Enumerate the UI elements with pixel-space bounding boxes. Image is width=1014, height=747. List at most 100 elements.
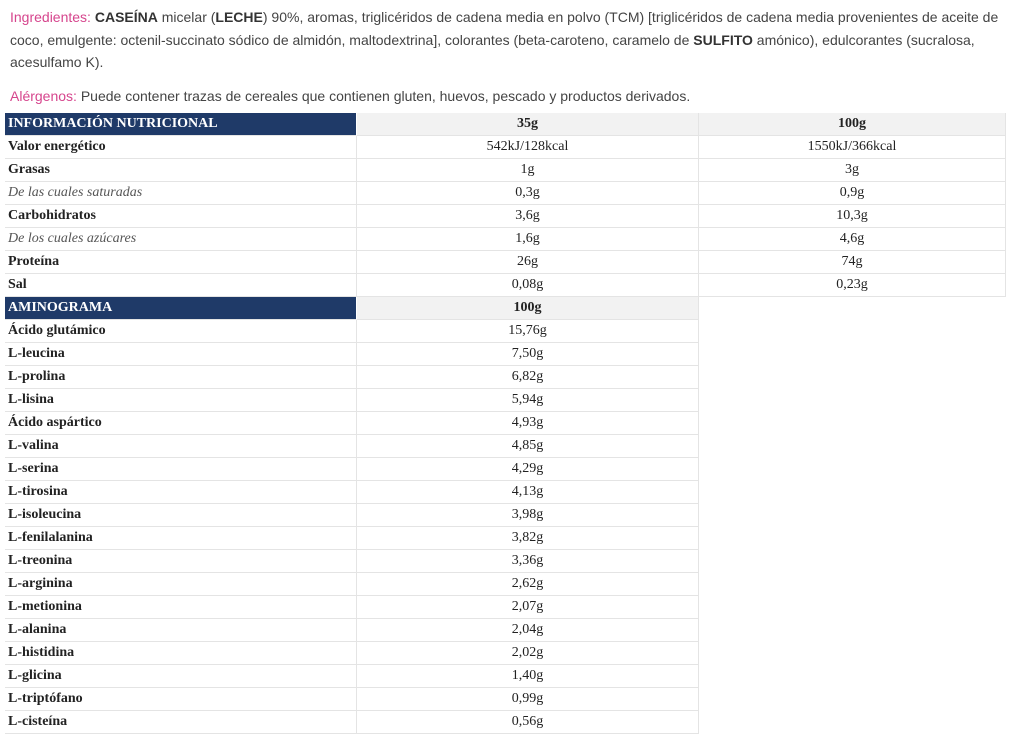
amino-acid-name: L-histidina: [5, 642, 357, 665]
nutrient-value-100g: 3g: [699, 159, 1006, 182]
amino-acid-value-100g: 2,04g: [357, 619, 699, 642]
empty-cell: [699, 527, 1006, 550]
empty-cell: [699, 573, 1006, 596]
aminogram-row: L-metionina 2,07g: [5, 596, 1006, 619]
ingredient-text-segment: amónico), edulcorantes (sucralosa, acesu…: [10, 31, 975, 71]
nutrition-row: Proteína 26g 74g: [5, 251, 1006, 274]
empty-cell: [699, 458, 1006, 481]
allergens-label: Alérgenos:: [10, 88, 77, 104]
amino-acid-value-100g: 4,29g: [357, 458, 699, 481]
amino-acid-value-100g: 2,62g: [357, 573, 699, 596]
amino-acid-name: L-tirosina: [5, 481, 357, 504]
amino-acid-value-100g: 2,07g: [357, 596, 699, 619]
ingredient-highlight: LECHE: [215, 9, 263, 25]
nutrient-value-100g: 10,3g: [699, 205, 1006, 228]
nutrient-value-100g: 0,9g: [699, 182, 1006, 205]
aminogram-row: L-lisina 5,94g: [5, 389, 1006, 412]
amino-acid-name: L-leucina: [5, 343, 357, 366]
aminogram-row: L-tirosina 4,13g: [5, 481, 1006, 504]
aminogram-row: Ácido aspártico 4,93g: [5, 412, 1006, 435]
aminogram-row: L-prolina 6,82g: [5, 366, 1006, 389]
aminogram-row: L-fenilalanina 3,82g: [5, 527, 1006, 550]
amino-acid-value-100g: 3,98g: [357, 504, 699, 527]
amino-acid-value-100g: 0,99g: [357, 688, 699, 711]
amino-acid-name: L-lisina: [5, 389, 357, 412]
nutrition-header-row: INFORMACIÓN NUTRICIONAL 35g 100g: [5, 113, 1006, 136]
ingredient-highlight: CASEÍNA: [94, 9, 158, 25]
empty-cell: [699, 688, 1006, 711]
nutrition-header-100g: 100g: [699, 113, 1006, 136]
ingredient-highlight: SULFITO: [693, 31, 753, 48]
allergens-paragraph: Alérgenos: Puede contener trazas de cere…: [10, 85, 1010, 108]
amino-acid-name: Ácido aspártico: [5, 412, 357, 435]
nutrient-name: Grasas: [5, 159, 357, 182]
amino-acid-name: L-glicina: [5, 665, 357, 688]
nutrient-value-35g: 1,6g: [357, 228, 699, 251]
amino-acid-name: L-valina: [5, 435, 357, 458]
aminogram-header-row: AMINOGRAMA 100g: [5, 297, 1006, 320]
empty-cell: [699, 435, 1006, 458]
empty-cell: [699, 412, 1006, 435]
nutrition-table-body: INFORMACIÓN NUTRICIONAL 35g 100g Valor e…: [5, 113, 1006, 734]
empty-cell: [699, 320, 1006, 343]
aminogram-header-100g: 100g: [357, 297, 699, 320]
amino-acid-name: L-fenilalanina: [5, 527, 357, 550]
amino-acid-value-100g: 0,56g: [357, 711, 699, 734]
nutrient-name: De los cuales azúcares: [5, 228, 357, 251]
nutrition-row: De los cuales azúcares 1,6g 4,6g: [5, 228, 1006, 251]
aminogram-header-title: AMINOGRAMA: [5, 297, 357, 320]
nutrient-name: Carbohidratos: [5, 205, 357, 228]
empty-cell: [699, 665, 1006, 688]
allergens-text: Puede contener trazas de cereales que co…: [76, 88, 691, 104]
aminogram-row: L-histidina 2,02g: [5, 642, 1006, 665]
empty-cell: [699, 619, 1006, 642]
nutrient-value-35g: 26g: [357, 251, 699, 274]
amino-acid-name: L-arginina: [5, 573, 357, 596]
amino-acid-value-100g: 5,94g: [357, 389, 699, 412]
amino-acid-name: L-prolina: [5, 366, 357, 389]
empty-cell: [699, 343, 1006, 366]
nutrient-name: Sal: [5, 274, 357, 297]
amino-acid-name: Ácido glutámico: [5, 320, 357, 343]
ingredient-text-segment: ) 90%, aromas, triglicéridos de cadena m…: [10, 9, 999, 48]
aminogram-row: L-leucina 7,50g: [5, 343, 1006, 366]
amino-acid-value-100g: 4,13g: [357, 481, 699, 504]
empty-cell: [699, 550, 1006, 573]
amino-acid-value-100g: 7,50g: [357, 343, 699, 366]
empty-cell: [699, 481, 1006, 504]
amino-acid-value-100g: 4,85g: [357, 435, 699, 458]
amino-acid-name: L-metionina: [5, 596, 357, 619]
aminogram-row: L-isoleucina 3,98g: [5, 504, 1006, 527]
amino-acid-value-100g: 3,36g: [357, 550, 699, 573]
amino-acid-value-100g: 3,82g: [357, 527, 699, 550]
aminogram-row: L-valina 4,85g: [5, 435, 1006, 458]
amino-acid-name: L-serina: [5, 458, 357, 481]
amino-acid-value-100g: 6,82g: [357, 366, 699, 389]
nutrition-row: Sal 0,08g 0,23g: [5, 274, 1006, 297]
nutrient-name: Proteína: [5, 251, 357, 274]
aminogram-row: L-alanina 2,04g: [5, 619, 1006, 642]
nutrient-value-35g: 3,6g: [357, 205, 699, 228]
nutrition-header-35g: 35g: [357, 113, 699, 136]
amino-acid-name: L-alanina: [5, 619, 357, 642]
nutrition-row: Carbohidratos 3,6g 10,3g: [5, 205, 1006, 228]
nutrient-name: Valor energético: [5, 136, 357, 159]
amino-acid-name: L-isoleucina: [5, 504, 357, 527]
nutrient-value-100g: 0,23g: [699, 274, 1006, 297]
ingredient-text-segment: micelar (: [157, 9, 216, 25]
empty-cell: [699, 711, 1006, 734]
amino-acid-value-100g: 2,02g: [357, 642, 699, 665]
empty-cell: [699, 504, 1006, 527]
empty-cell: [699, 389, 1006, 412]
amino-acid-value-100g: 15,76g: [357, 320, 699, 343]
empty-cell: [699, 642, 1006, 665]
nutrient-value-35g: 0,08g: [357, 274, 699, 297]
amino-acid-name: L-triptófano: [5, 688, 357, 711]
amino-acid-value-100g: 4,93g: [357, 412, 699, 435]
nutrient-value-100g: 4,6g: [699, 228, 1006, 251]
nutrition-table: INFORMACIÓN NUTRICIONAL 35g 100g Valor e…: [5, 113, 1006, 734]
aminogram-row: Ácido glutámico 15,76g: [5, 320, 1006, 343]
empty-cell: [699, 366, 1006, 389]
aminogram-row: L-arginina 2,62g: [5, 573, 1006, 596]
aminogram-row: L-treonina 3,36g: [5, 550, 1006, 573]
